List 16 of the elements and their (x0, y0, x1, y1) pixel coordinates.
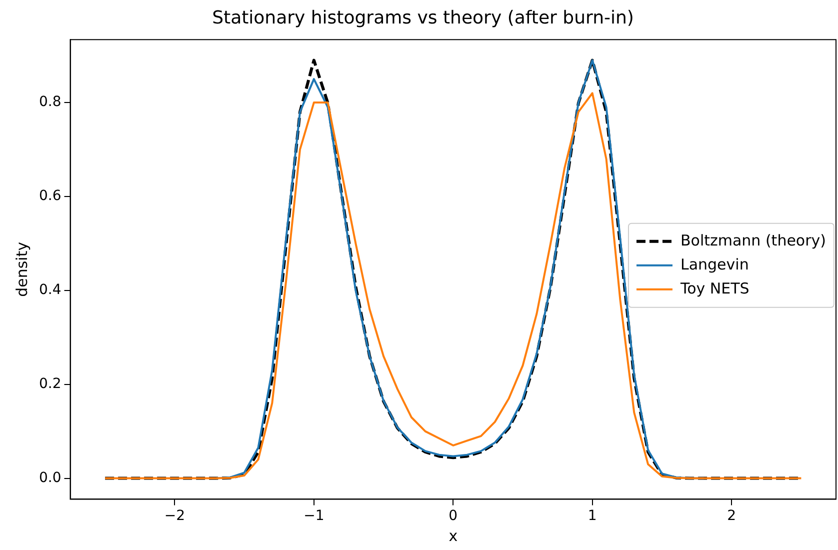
y-tick-label: 0.2 (39, 376, 62, 392)
legend-label: Boltzmann (theory) (680, 231, 826, 250)
y-tick-label: 0.0 (39, 470, 62, 486)
x-tick-label: 2 (727, 508, 736, 524)
x-tick-label: −1 (304, 508, 324, 524)
chart-title: Stationary histograms vs theory (after burn-in) (212, 7, 634, 28)
y-tick-label: 0.4 (39, 282, 62, 298)
x-tick-label: −2 (164, 508, 186, 524)
y-axis-title: density (12, 242, 31, 297)
legend-label: Toy NETS (679, 279, 750, 298)
x-tick-label: 0 (448, 508, 458, 524)
x-tick-label: 1 (588, 508, 597, 524)
legend-label: Langevin (680, 255, 749, 274)
x-axis-title: x (448, 526, 458, 545)
y-tick-label: 0.8 (39, 94, 62, 110)
y-tick-label: 0.6 (39, 188, 62, 204)
